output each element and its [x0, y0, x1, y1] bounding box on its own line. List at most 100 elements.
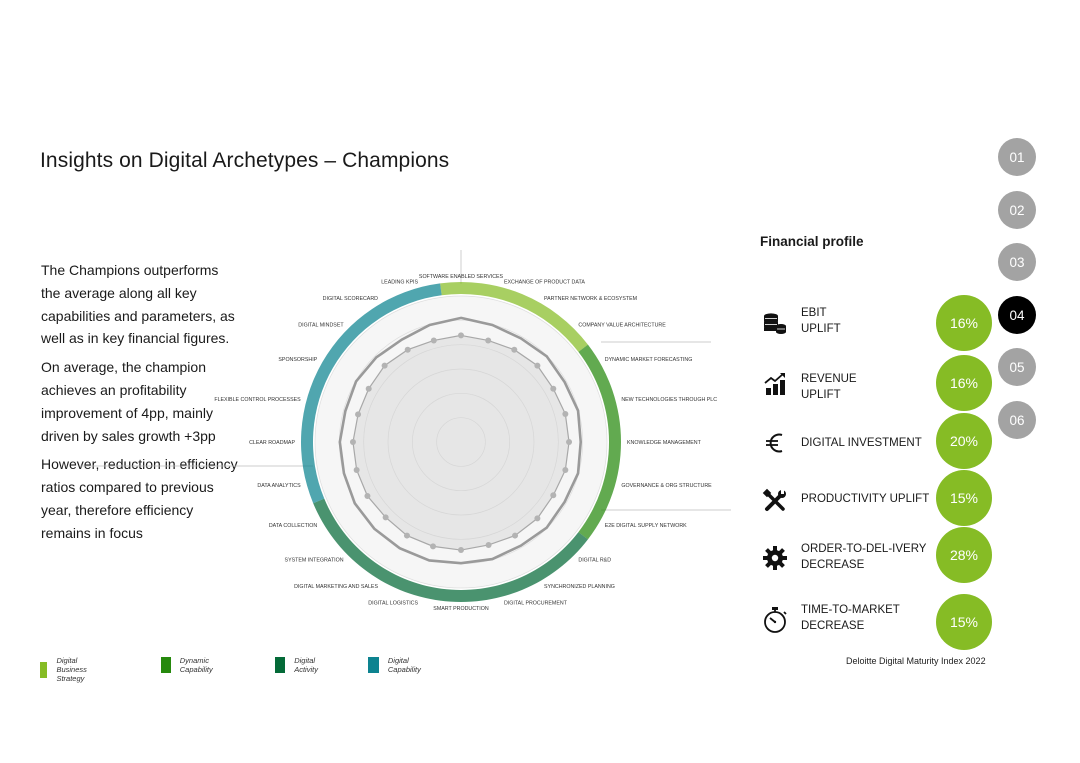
- series-point: [403, 532, 410, 539]
- page-nav-05[interactable]: 05: [998, 348, 1036, 386]
- series-point: [534, 362, 541, 369]
- category-label: DIGITAL SCORECARD: [323, 296, 379, 302]
- category-label: LEADING KPIs: [381, 280, 418, 286]
- series-point: [512, 532, 519, 539]
- financial-row-ebit: EBIT UPLIFT 16%: [760, 295, 1000, 355]
- series-point: [511, 346, 518, 353]
- series-line-outer: [338, 316, 583, 565]
- growth-chart-icon: [760, 366, 790, 402]
- financial-value-badge: 15%: [936, 470, 992, 526]
- category-label: DATA ANALYTICS: [257, 483, 301, 489]
- body-paragraph: On average, the champion achieves an pro…: [41, 359, 216, 444]
- series-point: [458, 547, 464, 554]
- legend-swatch: [40, 661, 48, 678]
- legend-item: Digital Capability: [368, 656, 426, 674]
- category-label: DIGITAL PROCUREMENT: [504, 600, 568, 606]
- category-label: COMPANY VALUE ARCHITECTURE: [578, 323, 666, 329]
- financial-label: PRODUCTIVITY UPLIFT: [801, 493, 930, 505]
- financial-row-digital-investment: DIGITAL INVESTMENT 20%: [760, 413, 1000, 475]
- series-point: [430, 543, 437, 550]
- category-label: DATA COLLECTION: [269, 523, 318, 529]
- financial-label: TIME-TO-MARKET DECREASE: [801, 604, 900, 632]
- category-label: KNOWLEDGE MANAGEMENT: [627, 440, 702, 446]
- body-paragraph: The Champions outperforms the average al…: [41, 262, 235, 347]
- financial-row-productivity: PRODUCTIVITY UPLIFT 15%: [760, 470, 1000, 533]
- financial-profile-title: Financial profile: [760, 234, 864, 249]
- group-band: [301, 283, 442, 504]
- category-label: DIGITAL MINDSET: [298, 323, 344, 329]
- category-label: SYNCHRONIZED PLANNING: [544, 584, 615, 590]
- financial-row-revenue: REVENUE UPLIFT 16%: [760, 355, 1000, 416]
- body-paragraph: However, reduction in efficiency ratios …: [41, 456, 238, 541]
- series-point: [534, 515, 541, 522]
- financial-label: ORDER-TO-DEL-IVERY DECREASE: [801, 543, 927, 571]
- grid-ring: [314, 295, 608, 589]
- category-label: SPONSORSHIP: [278, 357, 317, 363]
- source-note: Deloitte Digital Maturity Index 2022: [846, 656, 986, 666]
- category-label: EXCHANGE OF PRODUCT DATA: [504, 280, 585, 286]
- page-nav-01[interactable]: 01: [998, 138, 1036, 176]
- legend-swatch: [161, 657, 171, 673]
- stopwatch-icon: [760, 602, 790, 638]
- series-point: [562, 466, 569, 473]
- financial-value-badge: 16%: [936, 355, 992, 411]
- category-label: NEW TECHNOLOGIES THROUGH PLC: [621, 397, 717, 403]
- category-label: DIGITAL LOGISTICS: [368, 600, 418, 606]
- radar-chart: SOFTWARE ENABLED SERVICES EXCHANGE OF PRO…: [80, 240, 731, 630]
- financial-label: REVENUE UPLIFT: [801, 373, 857, 401]
- series-point: [382, 514, 389, 521]
- series-point: [349, 439, 356, 445]
- grid-ring: [387, 368, 535, 516]
- page-nav-02[interactable]: 02: [998, 191, 1036, 229]
- legend-swatch: [275, 657, 286, 673]
- series-point: [353, 466, 360, 473]
- grid-ring: [363, 344, 559, 540]
- grid-ring: [411, 392, 511, 492]
- category-label: SMART PRODUCTION: [433, 606, 489, 612]
- legend-swatch: [368, 657, 379, 673]
- group-band: [313, 498, 588, 602]
- category-label: GOVERNANCE & ORG STRUCTURE: [621, 483, 712, 489]
- series-point: [430, 337, 437, 344]
- page-nav-03[interactable]: 03: [998, 243, 1036, 281]
- category-label: CLEAR ROADMAP: [249, 440, 295, 446]
- group-band: [578, 344, 621, 540]
- gear-icon: [760, 540, 790, 576]
- group-band: [440, 282, 588, 352]
- tools-icon: [760, 483, 790, 519]
- financial-value-badge: 15%: [936, 594, 992, 650]
- legend-item: Digital Business Strategy: [40, 656, 95, 683]
- body-text: The Champions outperforms the average al…: [41, 259, 241, 551]
- series-point: [364, 493, 371, 500]
- category-label: DIGITAL MARKETING AND SALES: [294, 584, 378, 590]
- page-title: Insights on Digital Archetypes – Champio…: [40, 149, 450, 172]
- series-point: [458, 332, 464, 339]
- series-point: [485, 337, 492, 344]
- category-label: DYNAMIC MARKET FORECASTING: [605, 357, 693, 363]
- series-point: [485, 541, 492, 548]
- financial-value-badge: 28%: [936, 527, 992, 583]
- series-point: [566, 439, 573, 445]
- category-label: PARTNER NETWORK & ECOSYSTEM: [544, 296, 637, 302]
- grid-ring: [436, 417, 486, 467]
- coins-stack-icon: [760, 305, 790, 341]
- financial-value-badge: 16%: [936, 295, 992, 351]
- page-nav-06[interactable]: 06: [998, 401, 1036, 439]
- financial-row-time-to-market: TIME-TO-MARKET DECREASE 15%: [760, 594, 1000, 652]
- euro-icon: [760, 425, 790, 461]
- page-nav-04[interactable]: 04: [998, 296, 1036, 334]
- series-point: [550, 492, 557, 499]
- financial-label: DIGITAL INVESTMENT: [801, 437, 922, 449]
- financial-label: EBIT UPLIFT: [801, 307, 841, 335]
- series-point: [381, 362, 388, 369]
- series-point: [562, 411, 569, 418]
- series-point: [550, 385, 557, 392]
- category-label: SOFTWARE ENABLED SERVICES: [419, 274, 504, 280]
- category-label: FLEXIBLE CONTROL PROCESSES: [214, 397, 301, 403]
- category-label: DIGITAL R&D: [578, 557, 611, 563]
- financial-row-order-to-delivery: ORDER-TO-DEL-IVERY DECREASE 28%: [760, 527, 1000, 590]
- legend-item: Dynamic Capability: [161, 656, 219, 674]
- category-label: SYSTEM INTEGRATION: [285, 557, 344, 563]
- financial-value-badge: 20%: [936, 413, 992, 469]
